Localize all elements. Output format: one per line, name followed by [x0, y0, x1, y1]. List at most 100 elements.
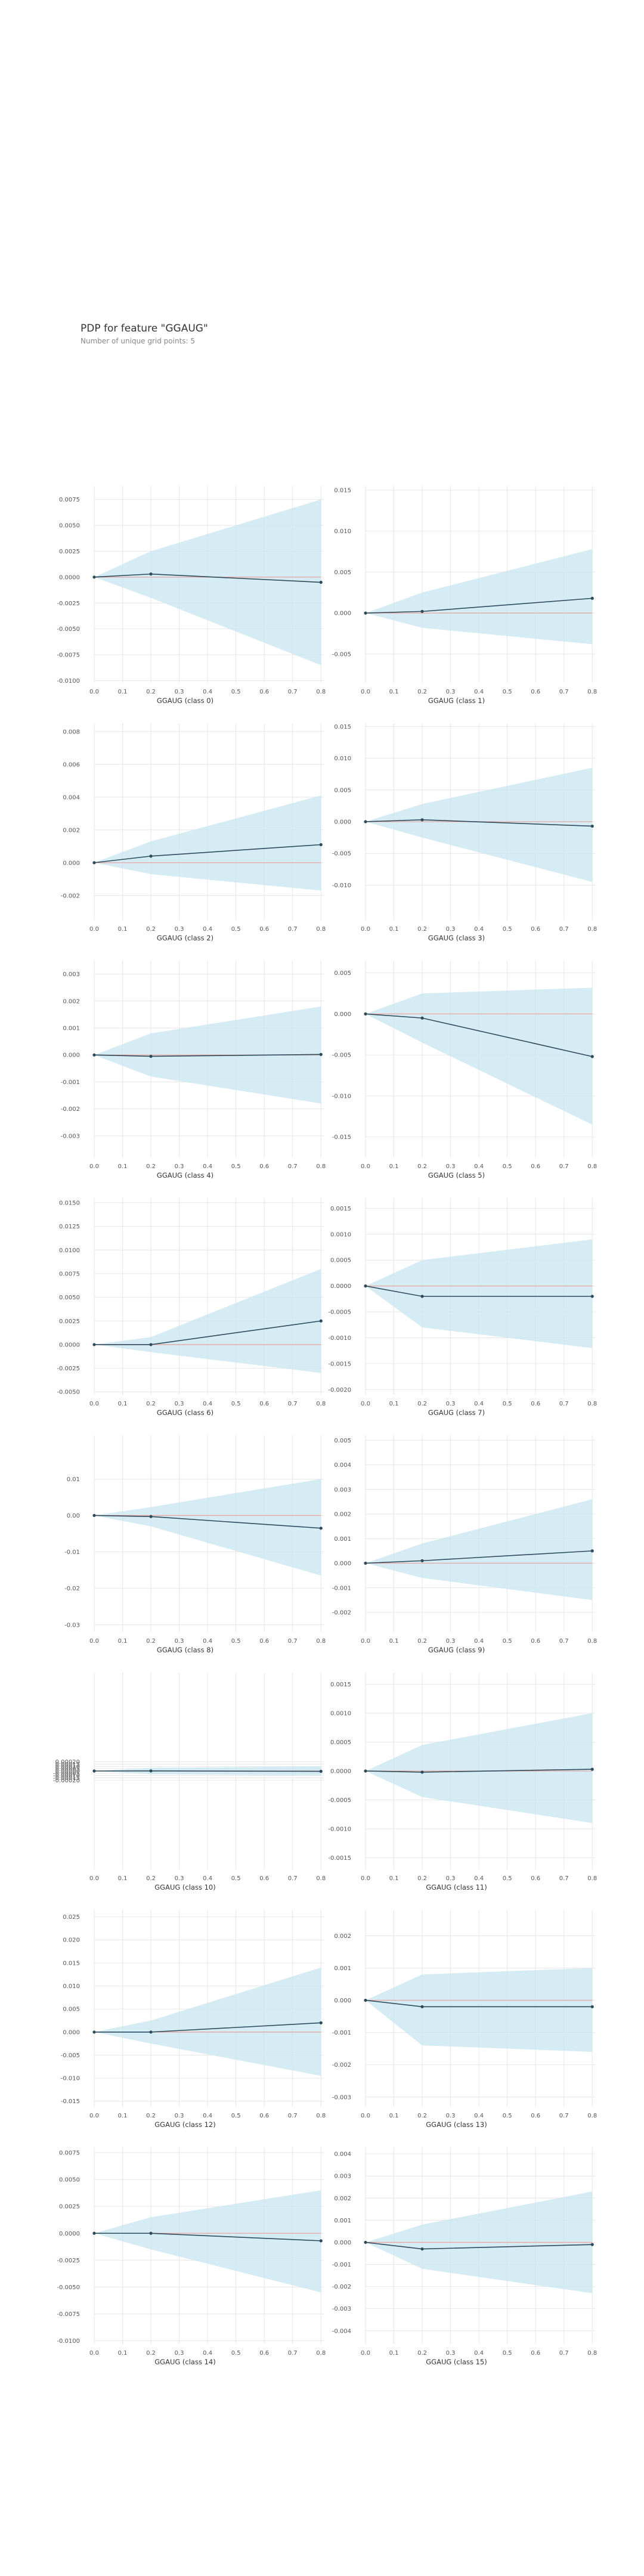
y-tick-label: 0.0000: [330, 1283, 351, 1290]
x-tick-label: 0.0: [89, 926, 99, 933]
x-tick-label: 0.5: [231, 2113, 241, 2119]
pdp-subplot-2: 0.0 0.1 0.2 0.3 0.4 0.5 0.6 0.7 0.8 0.008 0.006 0.0…: [61, 723, 326, 942]
x-tick-label: 0.2: [146, 689, 156, 695]
y-tick-label: -0.0015: [328, 1855, 351, 1862]
x-axis-label: GGAUG (class 10): [154, 1883, 215, 1891]
y-tick-label: 0.005: [334, 970, 351, 977]
pdp-point: [92, 1343, 96, 1346]
x-tick-label: 0.8: [587, 2350, 597, 2357]
x-tick-label: 0.1: [118, 689, 128, 695]
pdp-point: [92, 2231, 96, 2235]
y-tick-label: 0.010: [63, 1983, 80, 1990]
y-tick-label: 0.0010: [330, 1710, 351, 1717]
x-tick-label: 0.0: [89, 2350, 99, 2357]
x-tick-label: 0.0: [361, 2113, 370, 2119]
pdp-point: [92, 575, 96, 579]
pdp-point: [319, 2239, 323, 2243]
x-tick-label: 0.2: [417, 2350, 427, 2357]
x-tick-label: 0.2: [417, 926, 427, 933]
y-tick-label: 0.0015: [330, 1682, 351, 1688]
y-tick-label: 0.000: [63, 860, 80, 866]
x-tick-label: 0.7: [288, 1638, 298, 1645]
pdp-subplot-1: 0.0 0.1 0.2 0.3 0.4 0.5 0.6 0.7 0.8 0.015 0.010 0.0…: [332, 486, 597, 705]
x-tick-label: 0.1: [118, 1401, 128, 1407]
x-tick-label: 0.2: [146, 1638, 156, 1645]
pdp-point: [319, 1319, 323, 1323]
y-tick-label: -0.001: [332, 1585, 351, 1592]
y-tick-label: 0.0100: [59, 1247, 80, 1254]
y-tick-label: 0.000: [334, 1998, 351, 2004]
x-tick-label: 0.8: [587, 1875, 597, 1882]
x-tick-label: 0.5: [503, 2350, 512, 2357]
x-tick-label: 0.4: [474, 2113, 484, 2119]
x-tick-label: 0.8: [316, 689, 326, 695]
x-tick-label: 0.5: [231, 926, 241, 933]
x-tick-label: 0.1: [118, 1638, 128, 1645]
x-tick-label: 0.1: [118, 2350, 128, 2357]
x-tick-label: 0.0: [361, 1638, 370, 1645]
pdp-subplot-15: 0.0 0.1 0.2 0.3 0.4 0.5 0.6 0.7 0.8 0.004 0.003 0.0…: [332, 2147, 597, 2366]
x-axis-label: GGAUG (class 0): [157, 696, 213, 705]
x-axis-label: GGAUG (class 4): [157, 1171, 213, 1179]
x-tick-label: 0.7: [559, 689, 569, 695]
y-tick-label: 0.001: [63, 1026, 80, 1032]
x-tick-label: 0.1: [389, 2113, 399, 2119]
y-tick-label: -0.002: [332, 2284, 351, 2290]
x-tick-label: 0.4: [203, 2350, 212, 2357]
y-tick-label: 0.00015: [55, 1761, 80, 1768]
x-tick-label: 0.3: [175, 1638, 184, 1645]
y-tick-label: -0.003: [332, 2306, 351, 2312]
y-tick-label: 0.000: [334, 1011, 351, 1018]
y-tick-label: 0.0000: [59, 1342, 80, 1348]
x-tick-label: 0.7: [288, 689, 298, 695]
pdp-point: [364, 611, 367, 615]
x-tick-label: 0.0: [89, 1638, 99, 1645]
y-tick-label: -0.002: [61, 1106, 80, 1113]
y-tick-label: 0.0075: [59, 2150, 80, 2157]
x-tick-label: 0.0: [361, 926, 370, 933]
x-tick-label: 0.3: [175, 1163, 184, 1170]
x-tick-label: 0.8: [316, 1401, 326, 1407]
y-tick-label: -0.005: [332, 1052, 351, 1059]
pdp-subplot-12: 0.0 0.1 0.2 0.3 0.4 0.5 0.6 0.7 0.8 0.025 0.020 0.0…: [61, 1910, 326, 2129]
y-tick-label: 0.01: [67, 1476, 80, 1483]
confidence-band: [94, 1268, 321, 1373]
y-tick-label: 0.004: [334, 2151, 351, 2158]
x-tick-label: 0.7: [559, 2113, 569, 2119]
y-tick-label: -0.00005: [53, 1770, 80, 1777]
x-tick-label: 0.3: [446, 689, 456, 695]
x-axis-label: GGAUG (class 9): [428, 1646, 485, 1654]
y-tick-label: 0.003: [334, 2174, 351, 2180]
y-tick-label: -0.0025: [57, 2258, 80, 2264]
pdp-point: [590, 1295, 594, 1298]
x-tick-label: 0.8: [316, 926, 326, 933]
y-tick-label: -0.00015: [53, 1775, 80, 1782]
x-tick-label: 0.5: [503, 1401, 512, 1407]
y-tick-label: -0.0010: [328, 1335, 351, 1342]
y-tick-label: 0.0025: [59, 549, 80, 555]
y-tick-label: 0.005: [63, 2007, 80, 2013]
y-tick-label: 0.008: [63, 729, 80, 735]
pdp-point: [590, 2005, 594, 2008]
x-tick-label: 0.1: [389, 1638, 399, 1645]
x-tick-label: 0.7: [288, 926, 298, 933]
y-tick-label: 0.0015: [330, 1206, 351, 1212]
x-tick-label: 0.2: [146, 1401, 156, 1407]
x-axis-label: GGAUG (class 1): [428, 696, 485, 705]
y-tick-label: 0.0075: [59, 1271, 80, 1277]
x-tick-label: 0.3: [446, 926, 456, 933]
pdp-point: [92, 1769, 96, 1773]
x-tick-label: 0.3: [446, 1401, 456, 1407]
x-tick-label: 0.7: [559, 1163, 569, 1170]
chart-title: PDP for feature "GGAUG": [80, 323, 208, 335]
pdp-subplot-3: 0.0 0.1 0.2 0.3 0.4 0.5 0.6 0.7 0.8 0.015 0.010 0.0…: [332, 723, 597, 942]
y-tick-label: -0.0015: [328, 1361, 351, 1367]
y-tick-label: -0.0025: [57, 1366, 80, 1372]
y-tick-label: -0.015: [61, 2098, 80, 2105]
pdp-point: [590, 824, 594, 828]
y-tick-label: 0.0010: [330, 1231, 351, 1238]
pdp-point: [364, 2240, 367, 2244]
x-tick-label: 0.5: [231, 1875, 241, 1882]
x-tick-label: 0.0: [361, 1875, 370, 1882]
